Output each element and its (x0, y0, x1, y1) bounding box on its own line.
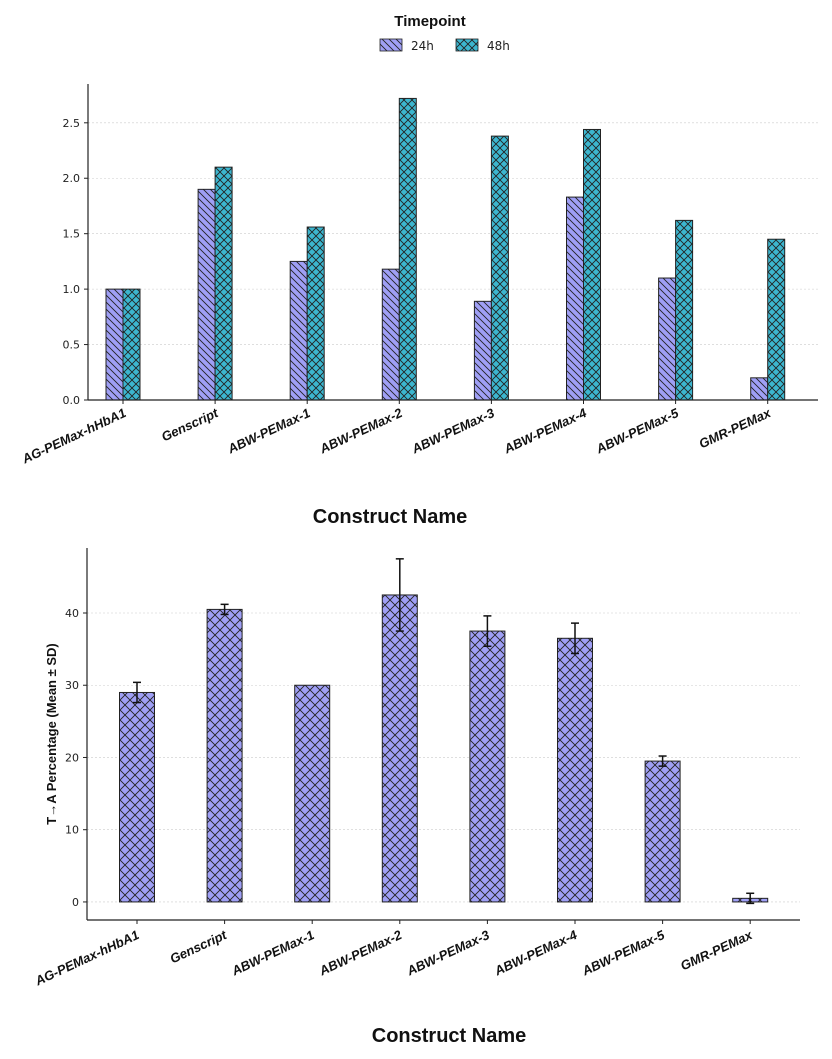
chart2-category-label: AG-PEMax-hHbA1 (32, 927, 141, 989)
chart1-bar-24h-AG-PEMax-hHbA1 (105, 288, 124, 401)
chart1-y-ticks: 0.0 0.5 1.0 1.5 2.0 2.5 (63, 117, 88, 407)
legend-swatch-24h (379, 38, 403, 52)
chart2-y-tick-label: 0 (72, 896, 79, 909)
chart1-category-label: GMR-PEMax (697, 405, 774, 452)
legend-title: Timepoint (394, 13, 465, 30)
chart2-error-bar-ABW-PEMax-4 (571, 622, 579, 655)
legend-entry-24h: 24h (379, 38, 434, 53)
legend-entry-48h: 48h (455, 38, 510, 53)
chart2-y-tick-label: 10 (65, 824, 79, 837)
chart2-error-bar-ABW-PEMax-2 (395, 558, 404, 632)
chart2-bars (119, 594, 769, 903)
chart2-category-label: ABW-PEMax-2 (316, 927, 405, 979)
chart1-bar-48h-ABW-PEMax-2 (398, 97, 417, 401)
chart1-category-label: ABW-PEMax-5 (593, 405, 682, 457)
chart1-bar-24h-ABW-PEMax-4 (566, 196, 584, 401)
chart2-y-axis-title: T→A Percentage (Mean ± SD) (44, 643, 59, 824)
chart1-category-label: Genscript (159, 405, 221, 445)
chart1-y-tick-label: 1.5 (63, 228, 81, 241)
chart2-error-bar-ABW-PEMax-3 (483, 615, 492, 647)
chart1-y-tick-label: 0.0 (63, 394, 81, 407)
chart1-bar-48h-GMR-PEMax (767, 238, 786, 401)
chart2-bar-ABW-PEMax-3 (469, 630, 506, 903)
legend-swatch-48h (455, 38, 479, 52)
chart2-error-bars (133, 558, 755, 905)
chart1-bar-24h-GMR-PEMax (750, 377, 769, 401)
chart1-x-ticks: AG-PEMax-hHbA1 Genscript ABW-PEMax-1 ABW-PE… (19, 400, 774, 467)
chart1-bar-48h-ABW-PEMax-1 (306, 226, 325, 401)
chart1-bar-48h-ABW-PEMax-3 (490, 135, 509, 401)
chart1-bar-24h-ABW-PEMax-5 (658, 277, 677, 401)
chart1-grid (88, 122, 818, 345)
chart1-category-label: ABW-PEMax-2 (317, 405, 406, 457)
chart1-bar-48h-AG-PEMax-hHbA1 (122, 288, 141, 401)
chart1-bar-48h-Genscript (214, 166, 233, 401)
chart2-error-bar-GMR-PEMax (746, 892, 755, 905)
legend-label-24h: 24h (411, 39, 434, 53)
chart2-grid (87, 612, 800, 903)
chart2-category-label: ABW-PEMax-1 (228, 927, 316, 979)
chart1-y-tick-label: 1.0 (63, 283, 81, 296)
chart1-category-label: AG-PEMax-hHbA1 (19, 405, 128, 467)
chart2-bar-Genscript (206, 608, 243, 903)
chart2-y-ticks: 0 10 20 30 40 (65, 607, 87, 909)
chart2-category-label: GMR-PEMax (678, 927, 755, 974)
chart1-bars (105, 97, 786, 401)
chart1-bar-48h-ABW-PEMax-4 (583, 128, 601, 401)
chart2-bar-AG-PEMax-hHbA1 (119, 691, 155, 903)
chart2-error-bar-ABW-PEMax-5 (658, 755, 667, 767)
chart1-y-tick-label: 2.5 (63, 117, 81, 130)
legend-label-48h: 48h (487, 39, 510, 53)
chart2-bar-ABW-PEMax-5 (644, 760, 681, 903)
chart1-bar-24h-ABW-PEMax-1 (289, 260, 308, 401)
chart2-category-label: ABW-PEMax-3 (404, 927, 493, 979)
chart1-x-axis-title: Construct Name (313, 506, 467, 528)
legend: Timepoint 24h 48h (379, 13, 510, 53)
chart1-y-tick-label: 0.5 (63, 339, 81, 352)
chart2-bar-ABW-PEMax-2 (381, 594, 418, 903)
chart1-bar-24h-Genscript (197, 188, 216, 401)
chart2-category-label: Genscript (168, 927, 230, 967)
chart1-bar-24h-ABW-PEMax-2 (381, 268, 400, 401)
chart2-y-tick-label: 20 (65, 751, 79, 764)
chart2-bar-ABW-PEMax-1 (294, 684, 331, 903)
chart2-category-label: ABW-PEMax-5 (579, 927, 668, 979)
timepoint-bar-chart: 0.0 0.5 1.0 1.5 2.0 2.5 AG-PEMax-hHbA1 Genscri… (19, 84, 818, 528)
chart2-y-tick-label: 40 (65, 607, 79, 620)
chart1-y-tick-label: 2.0 (63, 172, 81, 185)
chart2-y-tick-label: 30 (65, 679, 79, 692)
chart1-category-label: ABW-PEMax-1 (224, 405, 312, 457)
chart2-x-axis-title: Construct Name (372, 1025, 526, 1047)
chart2-x-ticks: AG-PEMax-hHbA1 Genscript ABW-PEMax-1 ABW-PE… (32, 920, 755, 989)
chart1-bar-24h-ABW-PEMax-3 (473, 300, 492, 401)
chart1-category-label: ABW-PEMax-4 (501, 405, 590, 457)
chart2-error-bar-AG-PEMax-hHbA1 (133, 681, 141, 704)
chart1-category-label: ABW-PEMax-3 (409, 405, 498, 457)
chart2-error-bar-Genscript (220, 603, 229, 616)
chart2-category-label: ABW-PEMax-4 (491, 927, 580, 979)
chart1-bar-48h-ABW-PEMax-5 (675, 219, 694, 401)
chart2-bar-ABW-PEMax-4 (557, 637, 593, 903)
